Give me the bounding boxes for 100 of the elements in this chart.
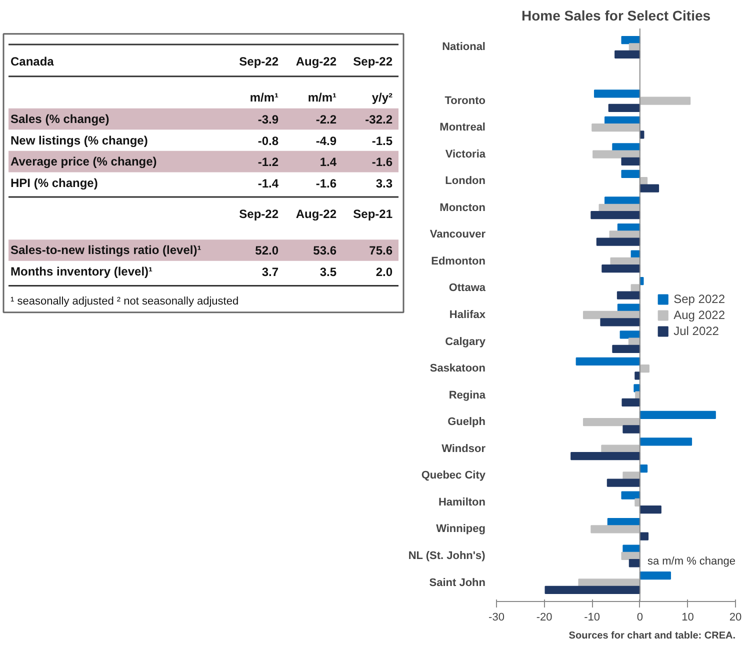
- x-tick-label: -10: [584, 612, 600, 624]
- text: m/m¹: [308, 90, 336, 105]
- category-label: Sep-21: [353, 206, 393, 221]
- category-label: HPI (% change): [10, 176, 98, 190]
- legend-label: Aug 2022: [674, 308, 725, 322]
- bar: [622, 425, 640, 434]
- text: y/y²: [372, 90, 393, 105]
- category-label: Aug-22: [296, 206, 337, 221]
- category-label: Sep-22: [239, 206, 279, 221]
- text: -3.9: [258, 112, 279, 126]
- y-tick-label: Saint John: [429, 576, 486, 589]
- x-tick-label: -20: [536, 612, 552, 624]
- bar: [612, 143, 640, 152]
- bar: [614, 50, 640, 58]
- bar: [639, 184, 660, 192]
- bar: [570, 452, 640, 460]
- bar: [616, 291, 640, 300]
- source-note: Sources for chart and table: CREA.: [568, 630, 736, 642]
- y-tick-label: Edmonton: [431, 255, 486, 268]
- bar: [604, 196, 640, 205]
- bar: [639, 438, 692, 446]
- text: m/m¹: [250, 90, 278, 105]
- bar: [621, 157, 640, 166]
- y-tick-label: Hamilton: [438, 496, 486, 508]
- bar: [590, 525, 640, 534]
- bar: [578, 578, 640, 587]
- text: 2.0: [376, 265, 393, 280]
- text: -4.9: [316, 134, 337, 148]
- text: 3.5: [320, 265, 337, 280]
- y-tick-label: Winnipeg: [436, 523, 486, 536]
- category-label: Average price (% change): [10, 154, 157, 169]
- y-tick-label: Saskatoon: [430, 362, 486, 375]
- y-tick-label: Montreal: [440, 122, 486, 134]
- annotation: sa m/m % change: [647, 555, 736, 568]
- bar: [576, 357, 640, 366]
- chart-title: Home Sales for Select Cities: [521, 8, 711, 24]
- bar: [544, 586, 640, 594]
- bar: [592, 124, 640, 132]
- category-label: Sales-to-new listings ratio (level)¹: [10, 243, 202, 258]
- text: ¹ seasonally adjusted ² not seasonally adjusted: [10, 296, 239, 308]
- x-tick-label: -30: [488, 612, 504, 624]
- x-tick-label: 10: [682, 612, 694, 624]
- bar: [592, 150, 640, 158]
- text: -1.5: [372, 134, 393, 148]
- text: -32.2: [365, 112, 393, 126]
- category-label: Sep-22: [353, 54, 393, 68]
- bar: [594, 90, 640, 98]
- y-tick-label: Ottawa: [448, 282, 486, 294]
- y-tick-label: Quebec City: [421, 470, 486, 482]
- text: 52.0: [255, 244, 279, 258]
- y-tick-label: Guelph: [448, 416, 486, 428]
- bar: [628, 559, 640, 568]
- category-label: Sales (% change): [10, 112, 110, 126]
- category-label: Months inventory (level)¹: [10, 264, 153, 279]
- bar: [602, 264, 640, 273]
- y-tick-label: London: [445, 175, 486, 188]
- bar: [608, 104, 640, 112]
- bar: [621, 170, 640, 178]
- text: -1.2: [258, 155, 279, 170]
- bar: [621, 491, 640, 500]
- text: -0.8: [258, 134, 279, 148]
- y-tick-label: Halifax: [449, 309, 486, 321]
- bar: [639, 572, 671, 580]
- y-tick-label: Vancouver: [430, 228, 486, 241]
- bar: [600, 318, 640, 326]
- y-tick-label: Windsor: [442, 442, 486, 455]
- bar: [622, 398, 640, 407]
- text: 3.3: [376, 176, 393, 190]
- legend-label: Jul 2022: [674, 324, 719, 338]
- bar: [639, 506, 662, 514]
- bar: [606, 478, 640, 487]
- y-tick-label: NL (St. John's): [408, 550, 486, 562]
- text: 75.6: [369, 244, 393, 258]
- text: 3.7: [262, 265, 279, 280]
- bar: [639, 410, 716, 420]
- category-label: New listings (% change): [10, 133, 148, 148]
- bar: [596, 238, 640, 246]
- y-tick-label: Regina: [448, 389, 486, 402]
- category-label: Sep-22: [239, 54, 279, 68]
- text: -1.6: [372, 155, 393, 170]
- x-tick-label: 20: [729, 612, 742, 624]
- text: Canada: [10, 54, 54, 68]
- y-tick-label: National: [442, 41, 486, 54]
- text: -2.2: [316, 112, 337, 126]
- bar: [639, 96, 691, 105]
- y-tick-label: Victoria: [445, 148, 486, 160]
- y-tick-label: Moncton: [440, 202, 486, 214]
- y-tick-label: Toronto: [444, 94, 486, 107]
- bar: [582, 418, 640, 426]
- bar: [590, 210, 640, 220]
- text: 53.6: [313, 244, 337, 258]
- text: -1.4: [258, 176, 279, 190]
- x-tick-label: 0: [636, 612, 643, 624]
- legend-label: Sep 2022: [674, 292, 725, 306]
- category-label: Aug-22: [296, 54, 337, 68]
- bar: [634, 372, 640, 380]
- bar: [612, 344, 640, 353]
- y-tick-label: Calgary: [445, 336, 486, 348]
- text: -1.6: [316, 176, 337, 190]
- text: 1.4: [320, 155, 337, 170]
